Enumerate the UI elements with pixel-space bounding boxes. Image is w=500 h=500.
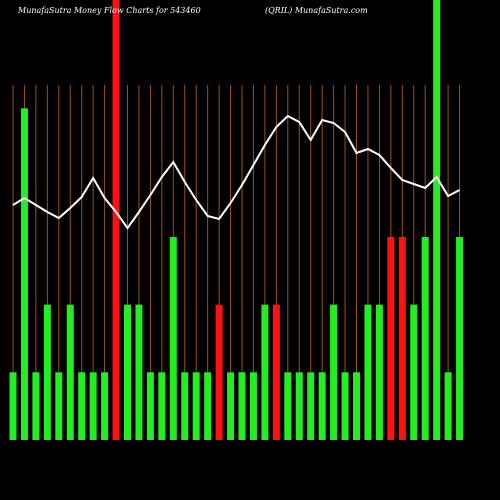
bar [330,304,338,440]
bar [341,372,349,440]
bar [204,372,212,440]
bar [249,372,257,440]
bar [146,372,154,440]
bar [192,372,200,440]
bar [20,108,28,441]
bar [135,304,143,440]
bar [158,372,166,440]
bar [181,372,189,440]
bar [433,0,441,440]
bar [444,372,452,440]
bar [387,236,395,440]
bar [215,304,223,440]
bar [89,372,97,440]
bar [9,372,17,440]
chart-subtitle: (QRIL) MunafaSutra.com [265,6,368,15]
bar [456,236,464,440]
bar [169,236,177,440]
bar [55,372,63,440]
bar [398,236,406,440]
bar [272,304,280,440]
bar [364,304,372,440]
bar [284,372,292,440]
bar [78,372,86,440]
bar [375,304,383,440]
bar [101,372,109,440]
bar [295,372,303,440]
bar [43,304,51,440]
bar [410,304,418,440]
chart-title: MunafaSutra Money Flow Charts for 543460 [17,6,201,15]
bar [32,372,40,440]
bar [307,372,315,440]
bar [238,372,246,440]
bar [124,304,131,440]
bar [261,304,269,440]
money-flow-line [12,114,461,230]
bar [66,304,74,440]
bar [353,372,360,440]
bar [112,0,120,440]
bar [227,372,235,440]
bar [421,236,429,440]
bar [318,372,326,440]
